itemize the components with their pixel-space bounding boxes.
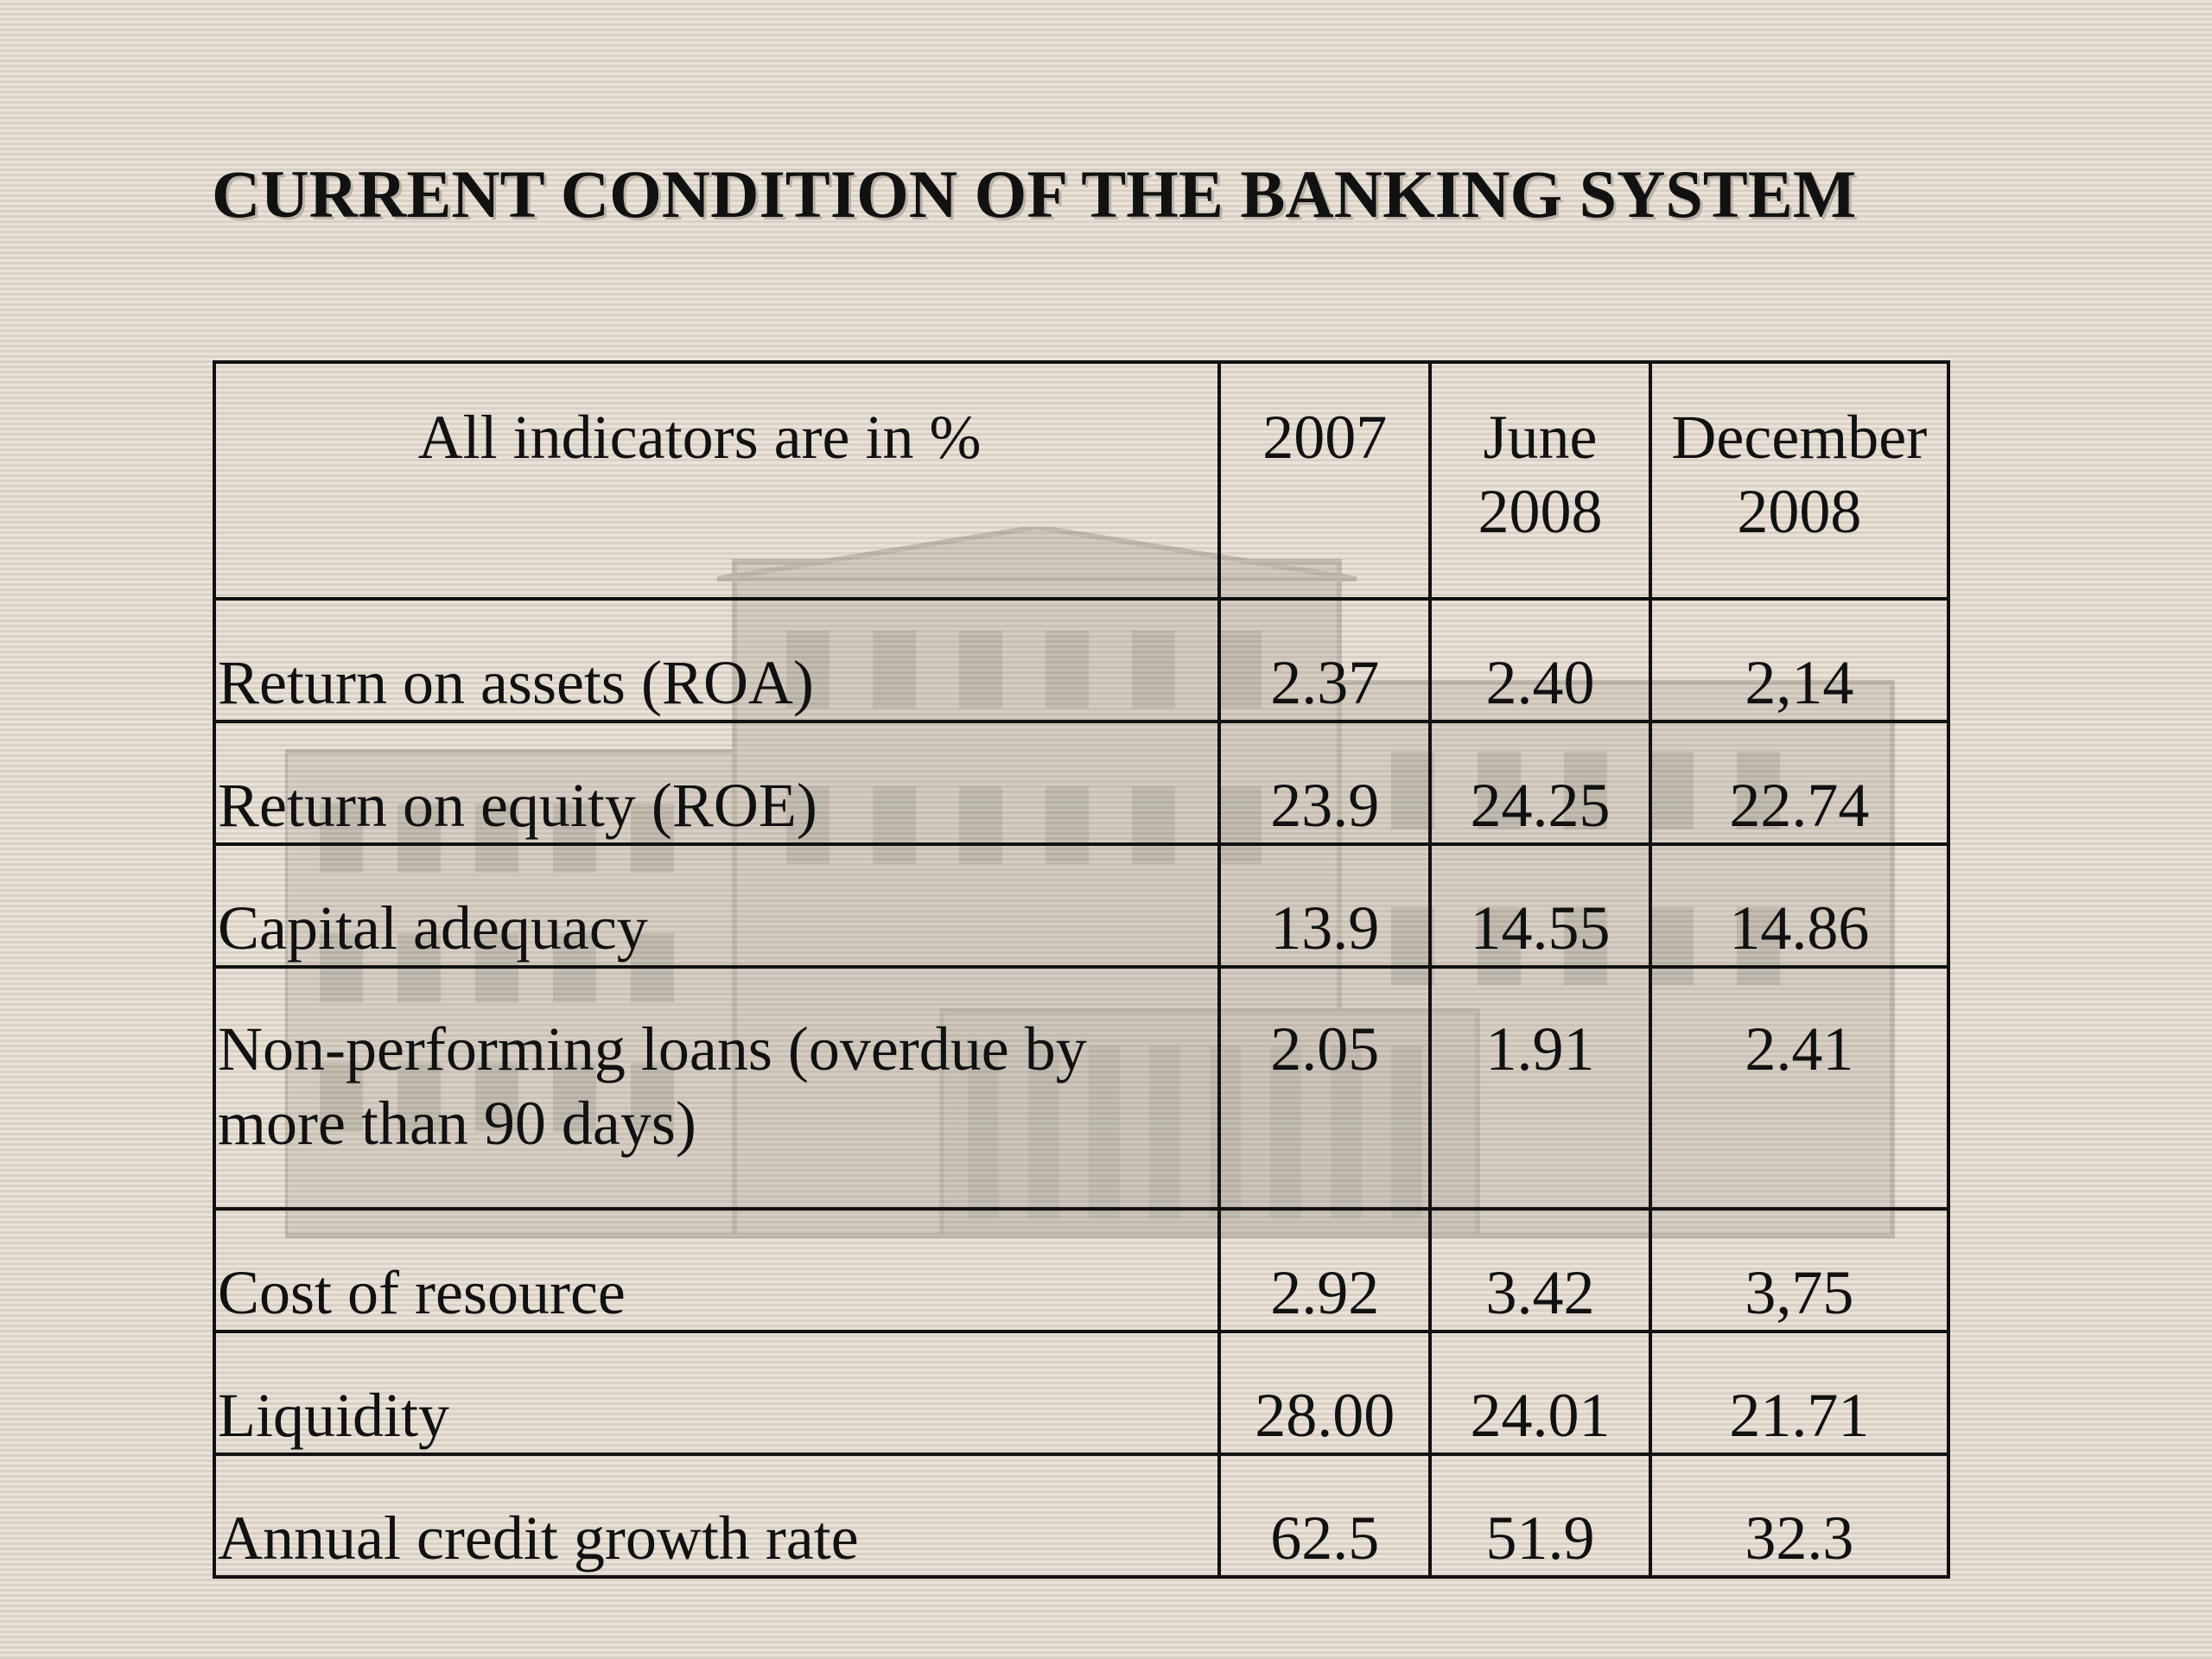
value-june-2008: 51.9	[1428, 1452, 1652, 1579]
table-row: Annual credit growth rate 62.5 51.9 32.3	[212, 1452, 1951, 1579]
value-june-2008: 2.40	[1428, 597, 1652, 723]
row-label: Non-performing loans (overdue by more th…	[212, 965, 1222, 1211]
banking-indicators-table: All indicators are in % 2007 June 2008 D…	[212, 360, 1951, 1579]
value-june-2008: 14.55	[1428, 842, 1652, 969]
row-label: Annual credit growth rate	[212, 1452, 1222, 1579]
value-june-2008: 24.25	[1428, 720, 1652, 846]
table-row: Cost of resource 2.92 3.42 3,75	[212, 1207, 1951, 1333]
row-label: Return on assets (ROA)	[212, 597, 1222, 723]
value-june-2008: 3.42	[1428, 1207, 1652, 1333]
row-label: Return on equity (ROE)	[212, 720, 1222, 846]
row-label: Cost of resource	[212, 1207, 1222, 1333]
header-december-2008-line2: 2008	[1737, 477, 1862, 546]
value-2007: 2.92	[1217, 1207, 1433, 1333]
header-december-2008-line1: December	[1671, 403, 1928, 472]
value-december-2008: 2,14	[1648, 597, 1951, 723]
value-december-2008: 32.3	[1648, 1452, 1951, 1579]
value-december-2008: 14.86	[1648, 842, 1951, 969]
header-june-2008-line1: June	[1483, 403, 1598, 472]
table-header-row: All indicators are in % 2007 June 2008 D…	[212, 360, 1951, 601]
value-june-2008: 24.01	[1428, 1330, 1652, 1456]
value-december-2008: 21.71	[1648, 1330, 1951, 1456]
value-december-2008: 2.41	[1648, 965, 1951, 1211]
header-june-2008-line2: 2008	[1478, 477, 1603, 546]
header-indicators-note: All indicators are in %	[212, 360, 1222, 601]
row-label: Capital adequacy	[212, 842, 1222, 969]
table-row: Return on assets (ROA) 2.37 2.40 2,14	[212, 597, 1951, 723]
table-row: Return on equity (ROE) 23.9 24.25 22.74	[212, 720, 1951, 846]
table-row: Capital adequacy 13.9 14.55 14.86	[212, 842, 1951, 969]
row-label: Liquidity	[212, 1330, 1222, 1456]
header-june-2008: June 2008	[1428, 360, 1652, 601]
value-2007: 23.9	[1217, 720, 1433, 846]
value-2007: 13.9	[1217, 842, 1433, 969]
table-row: Liquidity 28.00 24.01 21.71	[212, 1330, 1951, 1456]
value-2007: 28.00	[1217, 1330, 1433, 1456]
header-2007: 2007	[1217, 360, 1433, 601]
value-december-2008: 22.74	[1648, 720, 1951, 846]
table-row: Non-performing loans (overdue by more th…	[212, 965, 1951, 1211]
value-2007: 62.5	[1217, 1452, 1433, 1579]
value-2007: 2.37	[1217, 597, 1433, 723]
value-2007: 2.05	[1217, 965, 1433, 1211]
slide-title: CURRENT CONDITION OF THE BANKING SYSTEM	[212, 156, 1857, 232]
header-december-2008: December 2008	[1648, 360, 1951, 601]
value-june-2008: 1.91	[1428, 965, 1652, 1211]
value-december-2008: 3,75	[1648, 1207, 1951, 1333]
